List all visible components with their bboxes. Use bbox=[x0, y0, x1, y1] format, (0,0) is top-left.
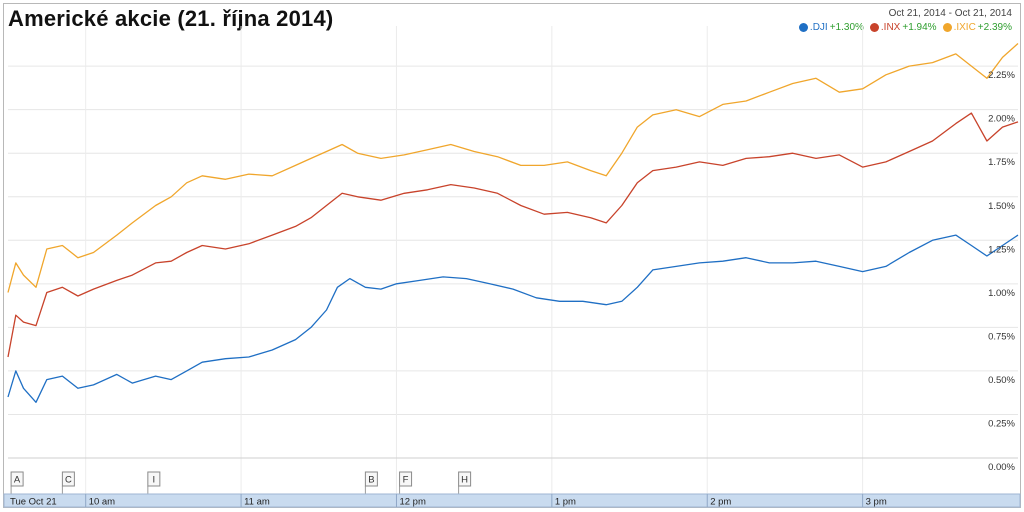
time-tick-label: Tue Oct 21 bbox=[10, 497, 57, 508]
legend-ticker: .INX bbox=[880, 22, 901, 33]
legend-change: +1.30% bbox=[829, 22, 864, 33]
flag-label: F bbox=[403, 475, 409, 486]
flag-box bbox=[61, 471, 75, 487]
event-flag-h[interactable]: H bbox=[458, 471, 472, 494]
legend-dot-dji bbox=[798, 23, 808, 32]
flag-label: H bbox=[461, 475, 468, 486]
date-range: Oct 21, 2014 - Oct 21, 2014 bbox=[888, 8, 1012, 19]
event-flag-f[interactable]: F bbox=[399, 471, 413, 494]
y-tick-label: 2.25% bbox=[988, 70, 1015, 81]
y-tick-label: 1.25% bbox=[988, 244, 1015, 255]
event-flag-b[interactable]: B bbox=[364, 471, 378, 494]
series-line-ixic bbox=[7, 43, 1019, 293]
series-line-dji bbox=[7, 234, 1019, 403]
time-axis: Tue Oct 21 10 am 11 am 12 pm 1 pm 2 pm 3 pm bbox=[3, 493, 1021, 508]
flag-label: I bbox=[153, 475, 156, 486]
flag-label: C bbox=[65, 475, 72, 486]
legend-ticker: .IXIC bbox=[953, 22, 976, 33]
time-axis-band bbox=[3, 493, 1021, 508]
event-flag-i[interactable]: I bbox=[147, 471, 161, 494]
event-flag-a[interactable]: A bbox=[10, 471, 24, 494]
y-tick-label: 0.25% bbox=[988, 418, 1015, 429]
legend-dot-inx bbox=[869, 23, 879, 32]
time-tick-label: 10 am bbox=[89, 497, 115, 508]
y-tick-label: 2.00% bbox=[988, 114, 1015, 125]
y-tick-label: 0.00% bbox=[988, 462, 1015, 473]
flag-box bbox=[364, 471, 378, 487]
legend-item-dji[interactable]: .DJI +1.30% bbox=[798, 22, 864, 33]
y-tick-label: 1.00% bbox=[988, 288, 1015, 299]
y-axis: 0.00% 0.25% 0.50% 0.75% 1.00% 1.25% 1.50% 1.75%… bbox=[988, 70, 1015, 473]
y-tick-label: 1.50% bbox=[988, 201, 1015, 212]
chart-frame bbox=[3, 3, 1021, 508]
y-tick-label: 1.75% bbox=[988, 157, 1015, 168]
time-tick-label: 1 pm bbox=[555, 497, 576, 508]
legend-change: +2.39% bbox=[977, 22, 1012, 33]
legend-ticker: .DJI bbox=[809, 22, 828, 33]
flag-box bbox=[458, 471, 472, 487]
time-tick-label: 11 am bbox=[244, 497, 270, 508]
time-tick-label: 12 pm bbox=[399, 497, 425, 508]
event-flag-c[interactable]: C bbox=[61, 471, 75, 494]
time-tick-label: 3 pm bbox=[866, 497, 887, 508]
flag-box bbox=[10, 471, 24, 487]
legend-item-inx[interactable]: .INX +1.94% bbox=[869, 22, 937, 33]
legend-change: +1.94% bbox=[902, 22, 937, 33]
series-layer bbox=[7, 43, 1019, 403]
page-title: Americké akcie (21. října 2014) bbox=[8, 6, 334, 31]
grid bbox=[8, 26, 1018, 494]
flag-box bbox=[147, 471, 161, 487]
flag-box bbox=[399, 471, 413, 487]
y-tick-label: 0.75% bbox=[988, 331, 1015, 342]
y-tick-label: 0.50% bbox=[988, 375, 1015, 386]
time-tick-label: 2 pm bbox=[710, 497, 731, 508]
flag-label: B bbox=[368, 475, 374, 486]
legend: .DJI +1.30% .INX +1.94% .IXIC +2.39% bbox=[798, 22, 1012, 33]
legend-item-ixic[interactable]: .IXIC +2.39% bbox=[942, 22, 1012, 33]
legend-dot-ixic bbox=[942, 23, 952, 32]
flag-label: A bbox=[14, 475, 21, 486]
series-line-inx bbox=[7, 112, 1019, 358]
